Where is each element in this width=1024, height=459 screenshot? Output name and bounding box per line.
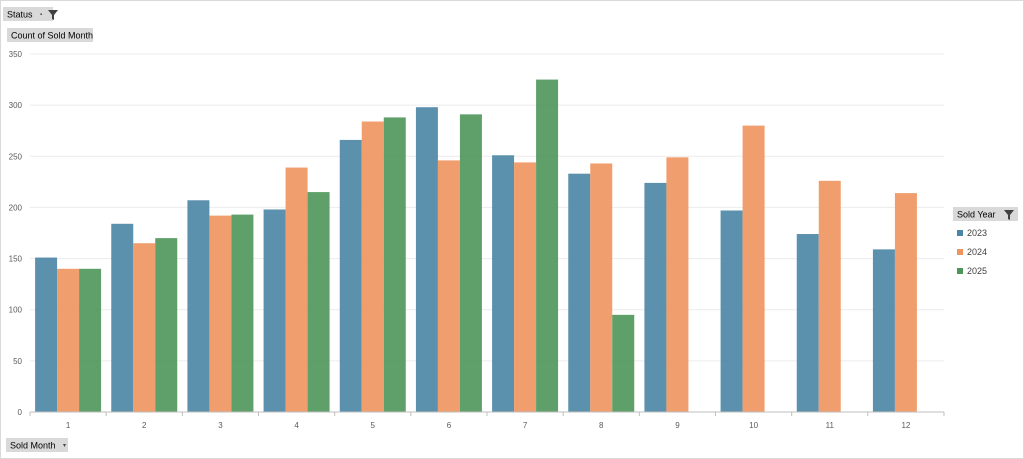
legend-swatch-2025 [957, 268, 963, 274]
legend-field-button[interactable]: Sold Year [953, 207, 1018, 221]
value-field-label: Count of Sold Month [11, 30, 94, 41]
bar-2024-11[interactable] [818, 180, 841, 412]
filter-icon [47, 9, 58, 20]
bar-2023-11[interactable] [796, 234, 819, 412]
gridlines [30, 53, 944, 362]
bar-2024-7[interactable] [514, 162, 537, 412]
legend-field-label: Sold Year [957, 209, 996, 220]
bar-2024-4[interactable] [285, 167, 308, 412]
filter-icon [1004, 209, 1015, 220]
x-tick-label: 12 [901, 421, 910, 430]
x-tick-label: 10 [749, 421, 758, 430]
y-tick-label: 0 [18, 408, 23, 417]
x-tick-label: 4 [294, 421, 299, 430]
y-tick-label: 100 [9, 306, 23, 315]
dropdown-dot-icon: ▪ [40, 11, 43, 18]
bar-2025-3[interactable] [231, 214, 254, 412]
legend: 2023 2024 2025 [953, 224, 987, 281]
x-tick-label: 1 [66, 421, 71, 430]
status-filter-button[interactable]: Status ▪ [3, 7, 58, 21]
bar-2024-6[interactable] [437, 160, 460, 412]
legend-item-2024[interactable]: 2024 [953, 243, 987, 262]
dropdown-arrow-icon: ▾ [63, 442, 67, 449]
bar-2024-2[interactable] [133, 243, 156, 412]
axis-field-button[interactable]: Sold Month ▾ [6, 438, 68, 452]
bar-2023-10[interactable] [720, 210, 743, 412]
bar-2024-10[interactable] [742, 125, 765, 412]
status-filter-label: Status [7, 9, 33, 20]
y-tick-label: 200 [9, 203, 23, 212]
x-tick-label: 8 [599, 421, 604, 430]
legend-label-2024: 2024 [967, 247, 988, 257]
bar-2025-4[interactable] [307, 192, 330, 412]
bar-2023-5[interactable] [339, 139, 362, 413]
bar-2023-6[interactable] [415, 107, 438, 412]
bar-2024-1[interactable] [57, 268, 80, 412]
y-tick-label: 250 [9, 152, 23, 161]
x-axis: 1 2 3 4 5 6 7 8 9 10 11 12 [29, 411, 945, 430]
bar-2023-2[interactable] [111, 223, 134, 412]
value-field-button[interactable]: Count of Sold Month [7, 28, 93, 42]
x-tick-label: 9 [675, 421, 680, 430]
y-axis: 0 50 100 150 200 250 300 350 [9, 50, 23, 417]
bar-2023-7[interactable] [492, 155, 515, 412]
y-tick-label: 50 [13, 357, 22, 366]
x-tick-label: 3 [218, 421, 223, 430]
bar-2025-8[interactable] [612, 314, 635, 412]
bar-2024-12[interactable] [894, 193, 917, 412]
legend-label-2023: 2023 [967, 228, 988, 238]
x-tick-label: 7 [523, 421, 528, 430]
x-tick-label: 6 [447, 421, 452, 430]
bar-2025-2[interactable] [155, 238, 178, 412]
bar-2024-9[interactable] [666, 157, 689, 412]
bar-2023-8[interactable] [568, 173, 591, 412]
bar-2023-4[interactable] [263, 209, 286, 412]
x-tick-label: 5 [371, 421, 376, 430]
legend-swatch-2023 [957, 230, 963, 236]
bar-2025-7[interactable] [536, 79, 559, 413]
bar-2023-12[interactable] [872, 249, 895, 412]
legend-label-2025: 2025 [967, 266, 988, 276]
axis-field-label: Sold Month [10, 440, 56, 451]
y-tick-label: 150 [9, 255, 23, 264]
bar-2024-8[interactable] [590, 163, 613, 412]
y-tick-label: 300 [9, 101, 23, 110]
x-tick-label: 11 [826, 421, 835, 430]
bar-2023-3[interactable] [187, 200, 210, 412]
bar-2025-1[interactable] [79, 268, 102, 412]
bar-2024-3[interactable] [209, 215, 232, 412]
bar-2025-5[interactable] [383, 117, 406, 412]
legend-item-2025[interactable]: 2025 [953, 262, 987, 281]
bar-2025-6[interactable] [459, 114, 482, 412]
bar-2024-5[interactable] [361, 121, 384, 412]
y-tick-label: 350 [9, 50, 23, 59]
bars [35, 79, 917, 413]
legend-item-2023[interactable]: 2023 [953, 224, 987, 243]
x-tick-label: 2 [142, 421, 147, 430]
bar-2023-9[interactable] [644, 182, 667, 412]
legend-swatch-2024 [957, 249, 963, 255]
bar-2023-1[interactable] [35, 257, 58, 412]
